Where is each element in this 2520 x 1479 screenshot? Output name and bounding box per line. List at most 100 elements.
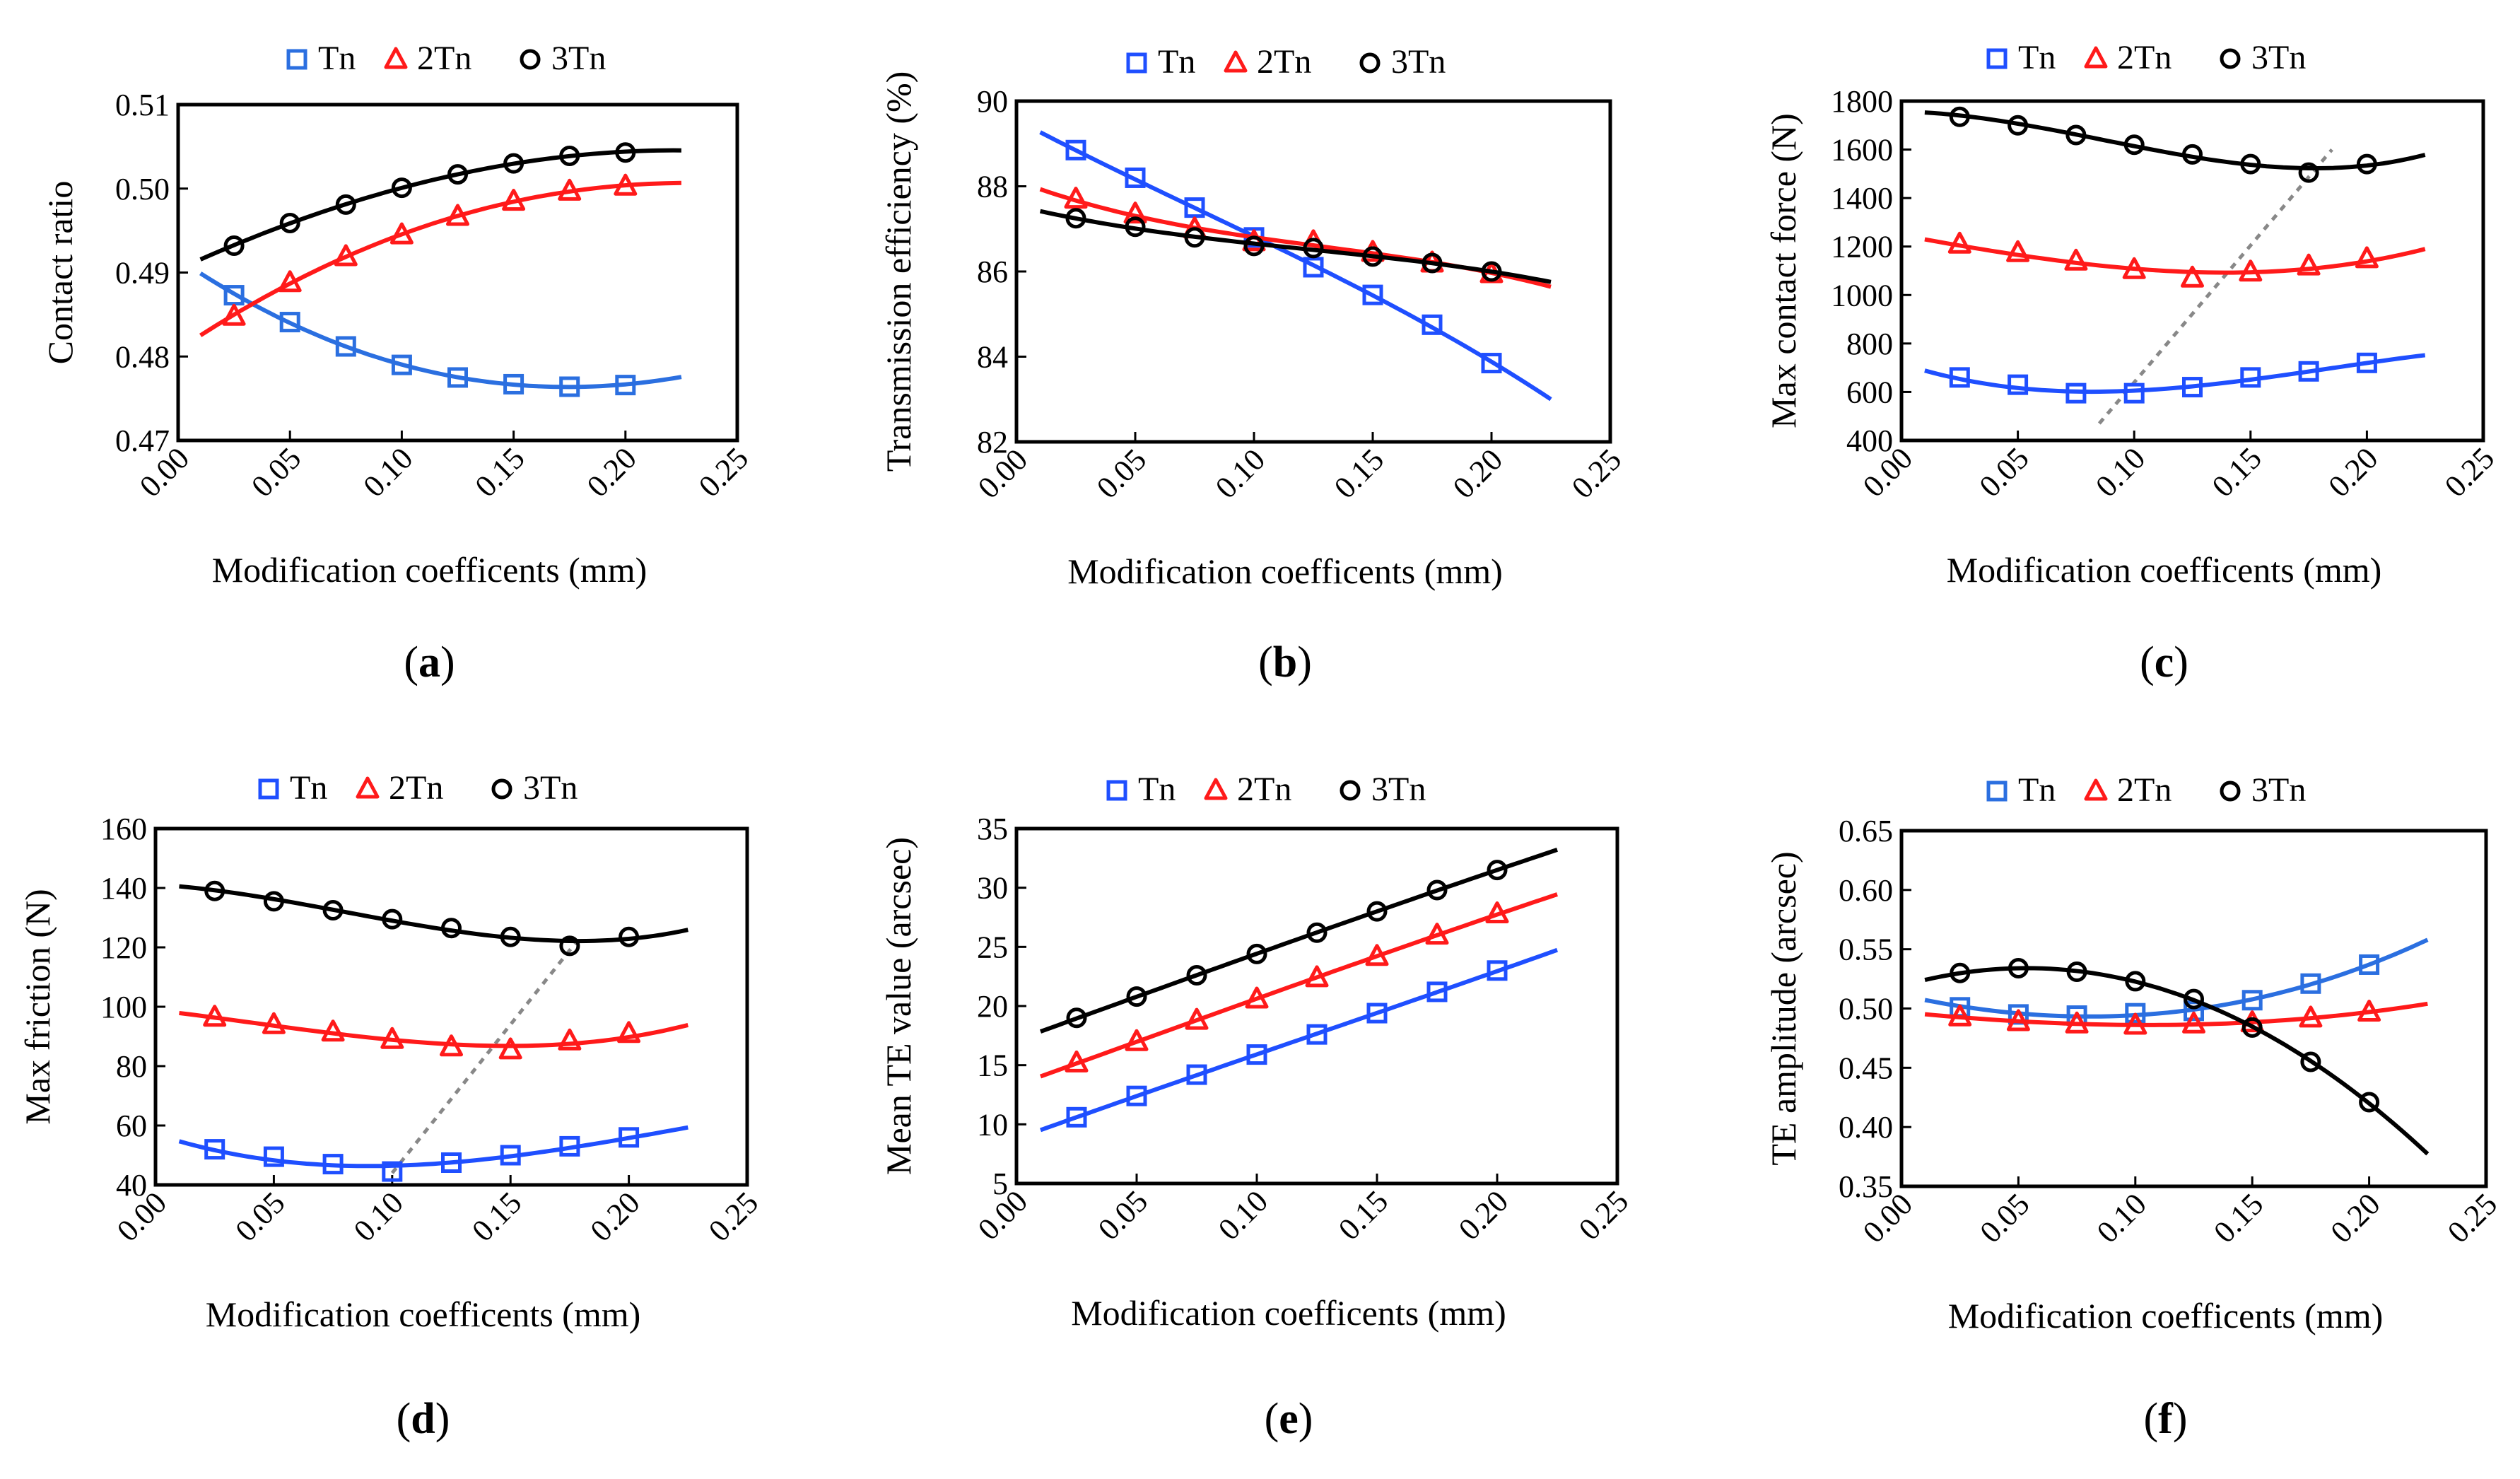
x-tick-label: 0.25 — [1572, 1183, 1635, 1246]
x-tick-label: 0.05 — [1973, 1186, 2036, 1249]
legend-marker-3Tn — [491, 778, 512, 800]
x-tick-label: 0.10 — [2090, 1186, 2153, 1249]
legend-marker-Tn — [1126, 52, 1147, 74]
x-tick-label: 0.05 — [1973, 440, 2036, 503]
y-tick-label: 0.51 — [115, 88, 170, 122]
legend-label-2Tn: 2Tn — [417, 40, 471, 77]
plot-frame — [1899, 99, 2485, 443]
data-point-3Tn — [441, 918, 462, 939]
data-point-Tn — [615, 375, 636, 396]
data-point-Tn — [2008, 374, 2029, 395]
data-point-2Tn — [558, 178, 582, 201]
y-tick-label: 140 — [100, 871, 147, 906]
y-tick-label: 20 — [977, 989, 1008, 1024]
series-line-3Tn — [179, 884, 688, 944]
data-point-Tn — [1065, 139, 1086, 160]
data-point-2Tn — [446, 204, 469, 226]
plot-frame — [1899, 829, 2488, 1188]
x-axis-title: Modification coefficents (mm) — [1947, 550, 2382, 590]
x-tick-label: 0.20 — [580, 440, 643, 503]
y-tick-label: 60 — [116, 1109, 147, 1143]
x-tick-label: 0.15 — [469, 440, 532, 503]
y-axis-title: Contact ratio — [40, 181, 80, 365]
y-tick-label: 88 — [977, 170, 1008, 204]
data-point-Tn — [2359, 954, 2380, 975]
data-point-3Tn — [2066, 961, 2087, 983]
data-point-2Tn — [1064, 187, 1088, 209]
y-tick-label: 90 — [977, 84, 1008, 119]
data-point-Tn — [322, 1154, 344, 1175]
data-point-3Tn — [619, 926, 640, 947]
x-tick-label: 0.00 — [971, 1183, 1034, 1246]
x-tick-label: 0.25 — [2441, 1186, 2504, 1249]
legend-marker-Tn — [286, 49, 307, 70]
x-tick-label: 0.25 — [2438, 440, 2501, 503]
data-point-2Tn — [2182, 1011, 2205, 1034]
x-tick-label: 0.15 — [1332, 1183, 1395, 1246]
data-point-3Tn — [2240, 153, 2261, 175]
data-point-2Tn — [2355, 246, 2379, 269]
data-point-2Tn — [502, 189, 526, 211]
x-axis-title: Modification coefficents (mm) — [1067, 551, 1503, 591]
y-tick-label: 35 — [977, 812, 1008, 846]
y-tick-label: 82 — [977, 425, 1008, 460]
data-point-3Tn — [2356, 153, 2377, 175]
data-point-Tn — [447, 367, 468, 388]
y-axis-title: Transmission efficiency (%) — [879, 71, 918, 472]
y-tick-label: 1600 — [1831, 133, 1893, 168]
data-point-2Tn — [440, 1034, 463, 1057]
y-tick-label: 100 — [100, 990, 147, 1024]
legend-marker-3Tn — [520, 49, 541, 70]
data-point-2Tn — [2181, 265, 2204, 288]
panel-label: (c) — [2140, 638, 2188, 686]
data-point-2Tn — [1947, 231, 1971, 254]
data-point-Tn — [1126, 1085, 1147, 1106]
data-point-3Tn — [1426, 879, 1448, 901]
x-tick-label: 0.15 — [465, 1185, 528, 1248]
y-tick-label: 1000 — [1831, 278, 1893, 312]
data-point-Tn — [2298, 361, 2319, 382]
data-point-3Tn — [2123, 134, 2145, 156]
legend-label-Tn: Tn — [290, 769, 327, 807]
data-point-2Tn — [321, 1019, 345, 1042]
x-tick-label: 0.20 — [1452, 1183, 1515, 1246]
data-point-Tn — [1366, 1002, 1388, 1024]
legend-label-Tn: Tn — [318, 40, 356, 77]
data-point-3Tn — [1246, 943, 1267, 964]
data-point-2Tn — [389, 222, 414, 245]
x-tick-label: 0.15 — [1328, 442, 1390, 505]
legend-marker-2Tn — [384, 47, 408, 69]
data-point-2Tn — [1125, 1029, 1149, 1051]
data-point-Tn — [441, 1152, 462, 1173]
x-tick-label: 0.25 — [692, 440, 755, 503]
series-line-Tn — [199, 271, 682, 390]
data-point-2Tn — [380, 1027, 404, 1049]
data-point-3Tn — [263, 891, 284, 912]
data-point-Tn — [1426, 981, 1448, 1002]
plot-frame — [176, 103, 739, 443]
data-point-3Tn — [2065, 124, 2087, 146]
series-line-Tn — [1040, 947, 1559, 1133]
data-point-Tn — [2240, 367, 2261, 388]
y-tick-label: 30 — [977, 871, 1008, 906]
legend-label-2Tn: 2Tn — [389, 769, 443, 807]
data-point-Tn — [2300, 973, 2321, 994]
data-point-Tn — [1949, 367, 1970, 388]
data-point-3Tn — [2184, 988, 2204, 1010]
series-line-2Tn — [1039, 892, 1558, 1079]
data-point-Tn — [2123, 382, 2145, 404]
data-point-3Tn — [1303, 238, 1324, 259]
data-point-2Tn — [1305, 965, 1329, 988]
data-point-Tn — [391, 354, 412, 375]
x-tick-label: 0.05 — [245, 440, 307, 503]
legend-marker-Tn — [1986, 781, 2008, 802]
data-point-3Tn — [2298, 162, 2319, 183]
legend: Tn 2Tn 3Tn — [286, 40, 606, 77]
y-tick-label: 84 — [977, 340, 1008, 375]
legend-marker-3Tn — [2220, 781, 2241, 802]
y-tick-label: 0.47 — [115, 423, 170, 458]
